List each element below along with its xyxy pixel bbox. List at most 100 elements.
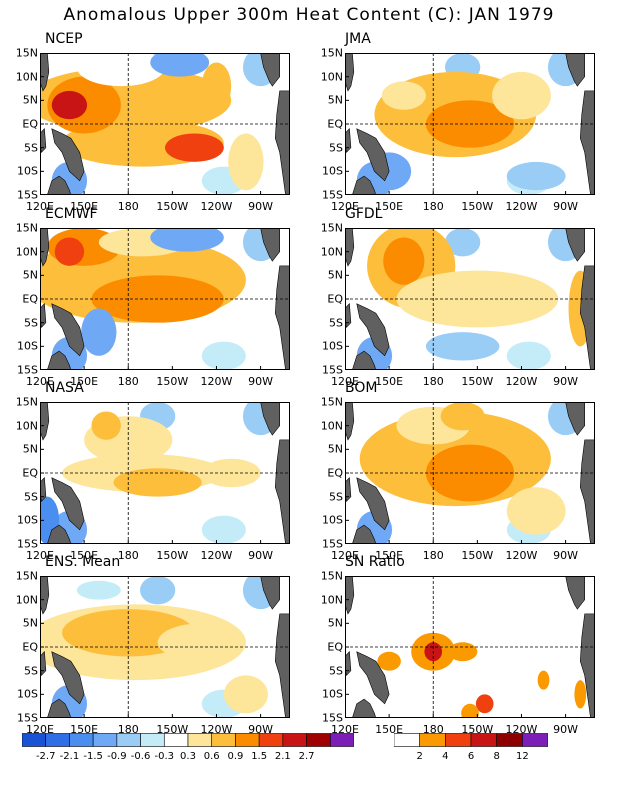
- land-mass: [356, 651, 390, 705]
- x-tick-label: 150E: [70, 200, 99, 213]
- x-tick-label: 120E: [331, 375, 359, 388]
- land-mass: [352, 175, 377, 195]
- land-mass: [565, 53, 586, 87]
- colorbar-swatch: [522, 733, 548, 747]
- colorbar-label: 1.5: [251, 751, 268, 762]
- cold-anomaly-contour: [201, 515, 246, 544]
- land-mass: [345, 477, 352, 503]
- y-tick-label: 15N: [15, 569, 38, 583]
- y-tick-label: 10N: [320, 419, 343, 433]
- colorbar-swatch: [22, 733, 47, 747]
- colorbar-swatch: [445, 733, 472, 747]
- land-mass: [345, 128, 352, 154]
- land-mass: [274, 613, 290, 718]
- anomaly-contour: [228, 133, 264, 191]
- colorbar-label: -0.3: [154, 751, 175, 762]
- map-plot: [40, 576, 290, 718]
- land-mass: [260, 53, 281, 87]
- anomaly-contour: [574, 680, 587, 709]
- y-tick-label: 15N: [320, 569, 343, 583]
- y-tick-label: 5S: [329, 141, 343, 155]
- x-tick-label: 120E: [26, 723, 54, 736]
- y-tick-label: 15S: [322, 363, 343, 377]
- land-mass: [40, 128, 47, 154]
- colorbar-swatch: [394, 733, 420, 747]
- colorbar-swatch: [211, 733, 236, 747]
- y-tick-label: EQ: [22, 466, 38, 480]
- colorbar-swatch: [496, 733, 523, 747]
- colorbar-swatch: [187, 733, 213, 747]
- y-tick-label: 15N: [320, 46, 343, 60]
- land-mass: [356, 477, 390, 531]
- y-tick-label: 15S: [17, 188, 38, 202]
- panel-title: JMA: [345, 31, 371, 47]
- x-tick-label: 150W: [461, 200, 494, 213]
- x-tick-label: 120W: [200, 723, 233, 736]
- land-mass: [345, 576, 355, 615]
- anomaly-contour: [377, 651, 401, 671]
- x-tick-label: 120W: [200, 375, 233, 388]
- y-tick-label: 10N: [320, 593, 343, 607]
- land-mass: [274, 265, 290, 370]
- panel-ncep: NCEP 15N 10N 5N EQ 5S 10S 15S 120E 150E 180 150W 120…: [0, 31, 300, 215]
- x-tick-label: 120E: [26, 549, 54, 562]
- x-tick-label: 150E: [70, 375, 99, 388]
- y-tick-label: 5S: [24, 490, 38, 504]
- x-tick-label: 180: [117, 723, 139, 736]
- colorbar-swatch: [92, 733, 118, 747]
- y-tick-label: 5S: [24, 664, 38, 678]
- y-tick-label: 10S: [322, 687, 343, 701]
- main-title: Anomalous Upper 300m Heat Content (C): J…: [63, 5, 555, 25]
- colorbar-swatch: [470, 733, 497, 747]
- colorbar-swatch: [306, 733, 331, 747]
- panel-nasa: NASA 15N 10N 5N EQ 5S 10S 15S 120E 150E 180 150W 120…: [0, 380, 300, 564]
- y-tick-label: 5S: [329, 316, 343, 330]
- land-mass: [40, 53, 50, 92]
- land-mass: [345, 402, 355, 441]
- colorbar-label: 0.9: [227, 751, 244, 762]
- x-tick-label: 120W: [505, 549, 538, 562]
- anomaly-contour: [506, 487, 566, 535]
- y-tick-label: 10N: [320, 70, 343, 84]
- panel-title: ENS. Mean: [45, 554, 121, 570]
- anomaly-contour: [113, 468, 202, 497]
- x-tick-label: 150W: [461, 549, 494, 562]
- y-tick-label: 5S: [24, 141, 38, 155]
- colorbar-label: 0.6: [203, 751, 220, 762]
- colorbar-label: 12: [515, 751, 529, 762]
- y-tick-label: 15N: [15, 221, 38, 235]
- map-svg: [40, 576, 290, 718]
- y-tick-label: 5N: [22, 268, 38, 282]
- anomaly-contour: [165, 133, 224, 162]
- anomaly-contour: [475, 694, 494, 714]
- x-tick-label: 150W: [156, 723, 189, 736]
- colorbar-label: -2.1: [59, 751, 80, 762]
- x-tick-label: 180: [422, 723, 444, 736]
- colorbar-label: 8: [493, 751, 500, 762]
- land-mass: [40, 303, 47, 329]
- y-tick-label: 15S: [17, 537, 38, 551]
- y-tick-label: EQ: [327, 466, 343, 480]
- anomaly-contour: [223, 675, 268, 714]
- y-tick-label: 5N: [22, 616, 38, 630]
- cold-anomaly-contour: [140, 576, 176, 605]
- land-mass: [352, 524, 377, 544]
- y-tick-label: 10S: [322, 339, 343, 353]
- panel-ecmwf: ECMWF 15N 10N 5N EQ 5S 10S 15S 120E 150E 180 150W 12…: [0, 206, 300, 390]
- x-tick-label: 150E: [375, 723, 404, 736]
- y-tick-label: EQ: [327, 292, 343, 306]
- map-plot: [40, 402, 290, 544]
- land-mass: [40, 576, 50, 615]
- x-tick-label: 150E: [375, 375, 404, 388]
- anomaly-contour: [51, 90, 88, 120]
- y-tick-label: 15S: [17, 363, 38, 377]
- colorbar-swatch: [282, 733, 307, 747]
- x-tick-label: 150W: [461, 723, 494, 736]
- map-plot: [40, 228, 290, 370]
- anomaly-contour: [383, 237, 425, 285]
- colorbar-swatch: [419, 733, 446, 747]
- anomaly-contour: [91, 411, 121, 440]
- anomaly-contour: [76, 53, 165, 87]
- land-mass: [51, 303, 85, 357]
- land-mass: [579, 90, 595, 195]
